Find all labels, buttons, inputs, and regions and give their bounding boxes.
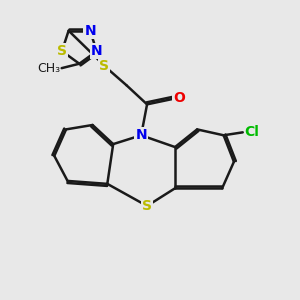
Text: S: S (57, 44, 67, 58)
Text: N: N (135, 128, 147, 142)
Text: S: S (99, 59, 110, 73)
Text: Cl: Cl (244, 125, 259, 139)
Text: CH₃: CH₃ (37, 61, 60, 75)
Text: N: N (84, 24, 96, 38)
Text: N: N (91, 44, 103, 58)
Text: S: S (142, 199, 152, 213)
Text: O: O (173, 92, 185, 106)
